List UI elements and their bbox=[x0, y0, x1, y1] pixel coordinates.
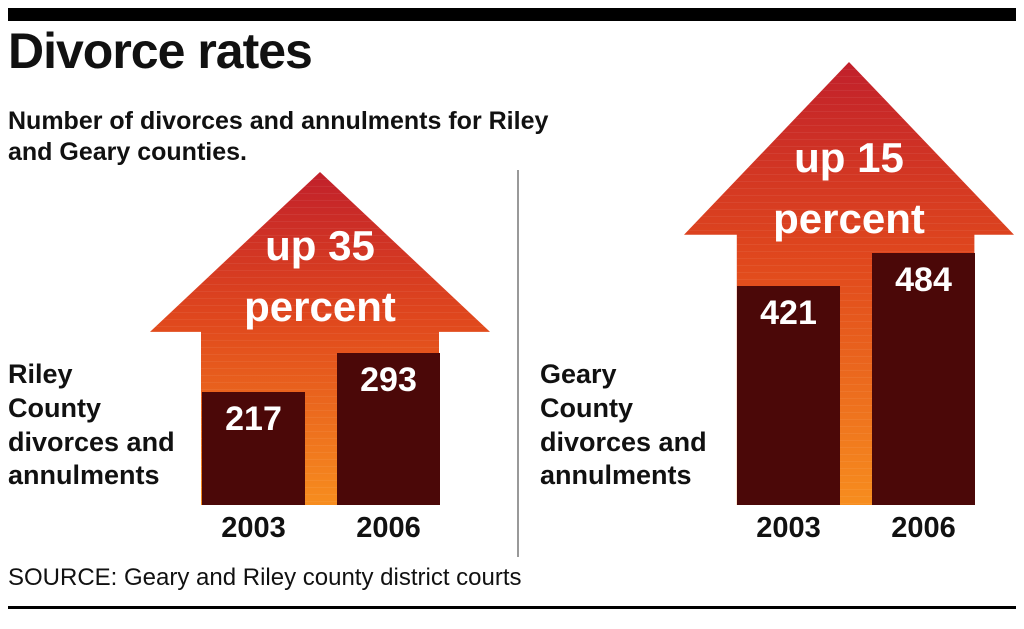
bar-geary-2006: 484 bbox=[872, 253, 975, 505]
subtitle: Number of divorces and annulments for Ri… bbox=[8, 106, 548, 169]
year-label-geary-2003: 2003 bbox=[756, 512, 821, 544]
bar-riley-2003: 217 bbox=[202, 392, 305, 505]
riley-annotation-line-2: percent bbox=[244, 282, 396, 330]
geary-annotation-line-1: up 15 bbox=[794, 134, 904, 181]
geary-label-line-3: divorces and bbox=[540, 426, 707, 457]
year-label-riley-2006: 2006 bbox=[356, 512, 421, 544]
panel-divider bbox=[517, 170, 519, 557]
bar-value-geary-2006: 484 bbox=[895, 261, 952, 299]
geary-arrow-annotation: up 15 percent bbox=[684, 128, 1014, 250]
geary-county-label: Geary County divorces and annulments bbox=[540, 358, 707, 493]
riley-label-line-2: County bbox=[8, 392, 101, 423]
subtitle-line-2: and Geary counties. bbox=[8, 138, 247, 167]
geary-label-line-4: annulments bbox=[540, 460, 692, 491]
bar-value-geary-2003: 421 bbox=[760, 294, 817, 332]
bar-value-riley-2003: 217 bbox=[225, 400, 282, 438]
bar-value-riley-2006: 293 bbox=[360, 361, 417, 399]
riley-county-label: Riley County divorces and annulments bbox=[8, 358, 175, 493]
subtitle-line-1: Number of divorces and annulments for Ri… bbox=[8, 107, 549, 135]
riley-annotation-line-1: up 35 bbox=[265, 222, 375, 269]
geary-label-line-2: County bbox=[540, 392, 633, 423]
riley-label-line-4: annulments bbox=[8, 460, 160, 491]
page-title: Divorce rates bbox=[8, 23, 313, 79]
bar-riley-2006: 293 bbox=[337, 353, 440, 505]
geary-label-line-1: Geary bbox=[540, 359, 617, 389]
bar-geary-2003: 421 bbox=[737, 286, 840, 505]
bottom-rule bbox=[8, 606, 1016, 609]
year-label-geary-2006: 2006 bbox=[891, 512, 956, 544]
riley-label-line-3: divorces and bbox=[8, 426, 175, 457]
year-label-riley-2003: 2003 bbox=[221, 512, 286, 544]
riley-arrow-annotation: up 35 percent bbox=[150, 216, 490, 338]
riley-label-line-1: Riley bbox=[8, 359, 73, 389]
geary-annotation-line-2: percent bbox=[773, 194, 925, 242]
top-rule bbox=[8, 8, 1016, 21]
source-credit: SOURCE: Geary and Riley county district … bbox=[8, 564, 522, 591]
